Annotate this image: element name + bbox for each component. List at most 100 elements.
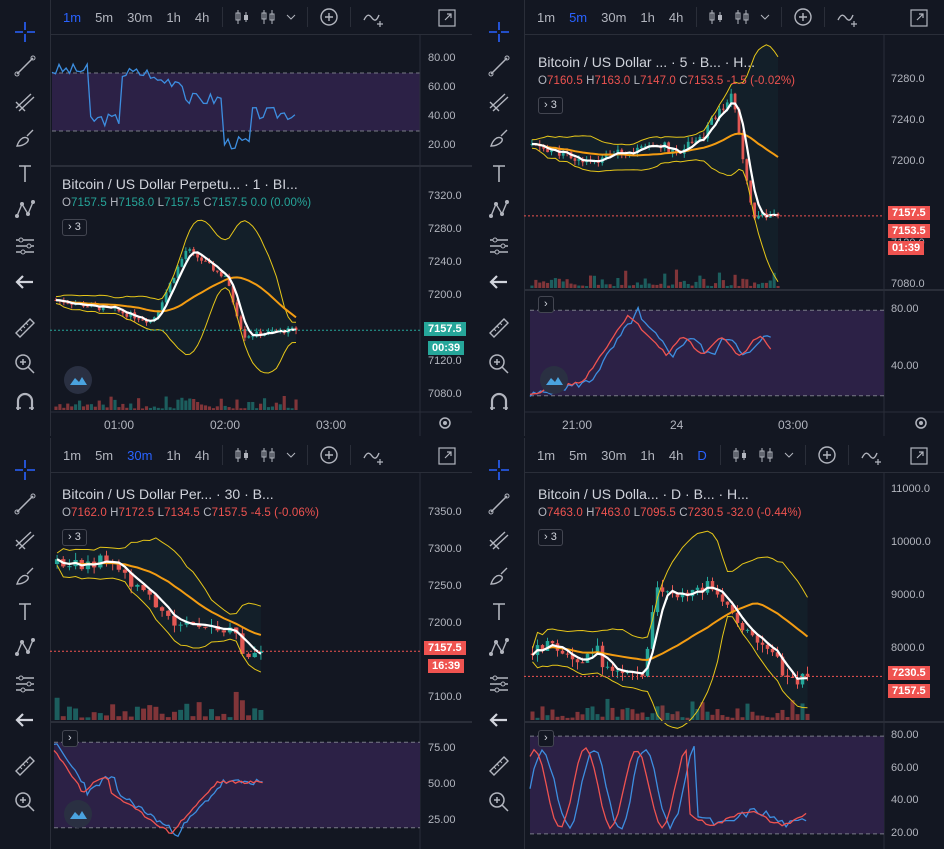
bar-style-icon[interactable] [233,445,251,465]
fullscreen-icon[interactable] [908,7,930,29]
zoom-in-icon[interactable] [485,788,513,816]
indicators-collapse-button[interactable]: › 3 [538,529,563,546]
text-icon[interactable] [11,598,39,626]
timeframe-4h[interactable]: 4h [668,447,684,463]
pattern-icon[interactable] [11,196,39,224]
fullscreen-icon[interactable] [436,445,458,467]
timeframe-1m[interactable]: 1m [537,9,556,25]
text-icon[interactable] [485,160,513,188]
prediction-icon[interactable] [485,670,513,698]
timeframe-1h[interactable]: 1h [166,447,181,463]
oscillator-collapse-button[interactable]: › [538,730,554,747]
add-compare-icon[interactable] [816,444,838,466]
symbol-title[interactable]: Bitcoin / US Dollar ... · 5 · B... · H..… [538,54,756,70]
ruler-icon[interactable] [485,752,513,780]
candle-style-icon[interactable] [259,445,277,465]
text-icon[interactable] [485,598,513,626]
timeframe-30m[interactable]: 30m [601,447,627,463]
symbol-title[interactable]: Bitcoin / US Dollar Perpetu... · 1 · BI.… [62,176,298,192]
timeframe-1h[interactable]: 1h [166,9,181,25]
bar-style-icon[interactable] [707,7,725,27]
add-compare-icon[interactable] [792,6,814,28]
chart-canvas[interactable] [474,438,944,849]
timeframe-30m[interactable]: 30m [127,447,153,463]
indicators-collapse-button[interactable]: › 3 [62,219,87,236]
fullscreen-icon[interactable] [436,7,458,29]
settings-gear-icon[interactable] [436,414,454,436]
timeframe-4h[interactable]: 4h [194,447,210,463]
text-icon[interactable] [11,160,39,188]
chart-canvas[interactable] [0,438,472,849]
oscillator-collapse-button[interactable]: › [62,730,78,747]
back-arrow-icon[interactable] [11,706,39,734]
indicators-icon[interactable] [361,444,387,466]
timeframe-1m[interactable]: 1m [63,447,82,463]
symbol-title[interactable]: Bitcoin / US Dollar Per... · 30 · B... [62,486,274,502]
pitchfork-icon[interactable] [485,88,513,116]
trend-line-icon[interactable] [485,52,513,80]
symbol-title[interactable]: Bitcoin / US Dolla... · D · B... · H... [538,486,749,502]
magnet-icon[interactable] [485,388,513,416]
bar-style-icon[interactable] [731,445,749,465]
prediction-icon[interactable] [11,232,39,260]
zoom-in-icon[interactable] [485,350,513,378]
trend-line-icon[interactable] [485,490,513,518]
timeframe-5m[interactable]: 5m [95,447,114,463]
candle-style-icon[interactable] [757,445,775,465]
indicators-collapse-button[interactable]: › 3 [62,529,87,546]
timeframe-5m[interactable]: 5m [95,9,114,25]
timeframe-5m[interactable]: 5m [569,447,588,463]
ruler-icon[interactable] [11,752,39,780]
oscillator-collapse-button[interactable]: › [538,296,554,313]
timeframe-5m[interactable]: 5m [569,9,588,25]
chart-canvas[interactable] [0,0,472,436]
timeframe-1h[interactable]: 1h [640,9,655,25]
pitchfork-icon[interactable] [485,526,513,554]
pitchfork-icon[interactable] [11,526,39,554]
crosshair-icon[interactable] [485,456,513,484]
chevron-down-icon[interactable] [285,445,297,465]
tradingview-logo-icon[interactable] [64,366,92,394]
ruler-icon[interactable] [485,314,513,342]
brush-icon[interactable] [485,562,513,590]
crosshair-icon[interactable] [11,456,39,484]
tradingview-logo-icon[interactable] [540,366,568,394]
tradingview-logo-icon[interactable] [64,800,92,828]
crosshair-icon[interactable] [485,18,513,46]
zoom-in-icon[interactable] [11,350,39,378]
chart-pane-3[interactable]: 1m 5m 30m 1h 4h Bitcoin / US Dollar Per... ·… [0,438,472,849]
zoom-in-icon[interactable] [11,788,39,816]
indicators-icon[interactable] [835,6,861,28]
candle-style-icon[interactable] [733,7,751,27]
pattern-icon[interactable] [485,196,513,224]
back-arrow-icon[interactable] [485,268,513,296]
prediction-icon[interactable] [11,670,39,698]
chart-canvas[interactable] [474,0,944,436]
ruler-icon[interactable] [11,314,39,342]
settings-gear-icon[interactable] [912,414,930,436]
brush-icon[interactable] [11,124,39,152]
timeframe-D[interactable]: D [697,447,707,463]
trend-line-icon[interactable] [11,52,39,80]
chevron-down-icon[interactable] [759,7,771,27]
timeframe-1h[interactable]: 1h [640,447,655,463]
add-compare-icon[interactable] [318,444,340,466]
chart-pane-2[interactable]: 1m 5m 30m 1h 4h Bitcoin / US Dollar ... · 5 … [474,0,944,436]
back-arrow-icon[interactable] [11,268,39,296]
brush-icon[interactable] [485,124,513,152]
chevron-down-icon[interactable] [783,445,795,465]
indicators-collapse-button[interactable]: › 3 [538,97,563,114]
bar-style-icon[interactable] [233,7,251,27]
timeframe-1m[interactable]: 1m [63,9,82,25]
back-arrow-icon[interactable] [485,706,513,734]
timeframe-4h[interactable]: 4h [194,9,210,25]
prediction-icon[interactable] [485,232,513,260]
candle-style-icon[interactable] [259,7,277,27]
magnet-icon[interactable] [11,388,39,416]
chart-pane-4[interactable]: 1m 5m 30m 1h 4h D Bitcoin / US Dolla... · D ·… [474,438,944,849]
indicators-icon[interactable] [859,444,885,466]
pitchfork-icon[interactable] [11,88,39,116]
chevron-down-icon[interactable] [285,7,297,27]
pattern-icon[interactable] [11,634,39,662]
add-compare-icon[interactable] [318,6,340,28]
